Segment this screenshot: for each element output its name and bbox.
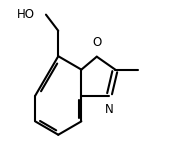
Text: O: O — [92, 36, 101, 49]
Text: HO: HO — [16, 8, 34, 21]
Text: N: N — [105, 103, 113, 116]
